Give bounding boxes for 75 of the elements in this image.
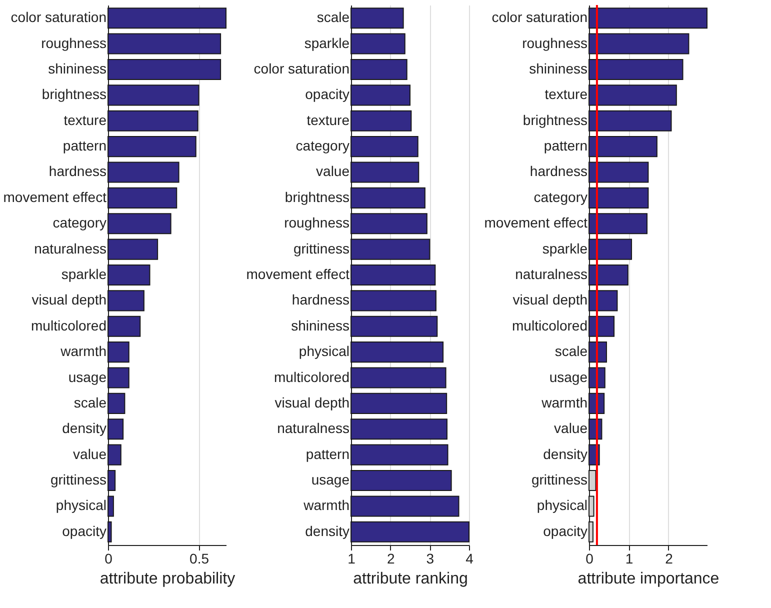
y-tick-label: sparkle xyxy=(304,34,350,51)
y-tick-label: pattern xyxy=(544,138,588,154)
y-tick-label: texture xyxy=(544,86,588,102)
y-tick-label: visual depth xyxy=(32,292,106,308)
y-tick-label: roughness xyxy=(522,34,588,51)
y-tick-label: category xyxy=(534,188,588,205)
y-tick-label: grittiness xyxy=(50,472,106,488)
y-tick-label: scale xyxy=(554,343,588,360)
y-tick-label: color saturation xyxy=(10,9,106,26)
x-tick-label: 1 xyxy=(348,550,356,566)
y-tick-label: physical xyxy=(298,343,350,360)
y-tick-label: shininess xyxy=(291,317,350,334)
y-tick-label: value xyxy=(73,446,107,462)
y-tick-label: pattern xyxy=(62,138,106,154)
y-tick-label: physical xyxy=(536,497,588,514)
y-tick-label: sparkle xyxy=(542,240,588,256)
y-tick-label: scale xyxy=(74,394,107,410)
y-tick-label: usage xyxy=(68,368,107,385)
y-tick-label: density xyxy=(62,420,106,436)
y-tick-label: hardness xyxy=(48,163,106,180)
y-tick-label: movement effect xyxy=(246,266,350,282)
x-tick-label: 2 xyxy=(386,550,395,566)
y-tick-label: naturalness xyxy=(277,420,350,436)
x-axis-title: attribute ranking xyxy=(353,570,468,588)
y-tick-label: multicolored xyxy=(512,317,588,334)
y-tick-label: multicolored xyxy=(31,317,106,334)
x-tick-label: 2 xyxy=(665,550,674,566)
x-tick-label: 0.5 xyxy=(190,550,210,566)
y-tick-label: category xyxy=(52,214,106,231)
y-tick-label: texture xyxy=(306,112,350,128)
x-axis-title: attribute probability xyxy=(100,570,236,588)
y-tick-label: naturalness xyxy=(515,266,588,282)
x-axis-title: attribute importance xyxy=(578,570,720,588)
y-tick-label: visual depth xyxy=(274,394,350,410)
y-tick-label: texture xyxy=(64,112,107,128)
y-tick-label: color saturation xyxy=(254,60,350,76)
y-tick-label: density xyxy=(543,446,588,462)
y-tick-label: grittiness xyxy=(293,240,350,256)
y-tick-label: brightness xyxy=(522,112,588,128)
y-tick-label: movement effect xyxy=(484,214,588,231)
x-tick-label: 0 xyxy=(104,550,113,566)
y-tick-label: usage xyxy=(549,368,588,385)
y-tick-label: opacity xyxy=(543,522,588,539)
x-tick-label: 1 xyxy=(625,550,634,566)
y-tick-label: hardness xyxy=(530,163,588,180)
y-tick-label: warmth xyxy=(540,394,588,410)
y-tick-label: scale xyxy=(316,9,350,26)
y-tick-label: grittiness xyxy=(531,472,588,488)
y-tick-label: pattern xyxy=(306,446,350,462)
x-tick-label: 4 xyxy=(466,550,474,566)
y-tick-label: opacity xyxy=(62,522,106,539)
y-tick-label: physical xyxy=(56,497,106,514)
x-tick-label: 0 xyxy=(586,550,594,566)
y-tick-label: multicolored xyxy=(274,368,350,385)
y-tick-label: density xyxy=(305,522,350,539)
y-tick-label: roughness xyxy=(284,214,350,231)
y-tick-label: value xyxy=(554,420,588,436)
y-tick-label: movement effect xyxy=(3,188,107,205)
y-tick-label: opacity xyxy=(305,86,350,102)
y-tick-label: brightness xyxy=(42,86,106,102)
x-tick-label: 3 xyxy=(426,550,434,566)
y-tick-label: hardness xyxy=(292,292,350,308)
y-tick-label: warmth xyxy=(60,343,106,360)
y-tick-label: visual depth xyxy=(512,292,588,308)
y-tick-label: sparkle xyxy=(61,266,107,282)
y-tick-label: usage xyxy=(311,472,350,488)
y-tick-label: warmth xyxy=(302,497,350,514)
y-tick-label: shininess xyxy=(48,60,106,76)
y-tick-label: roughness xyxy=(41,34,106,51)
y-tick-label: naturalness xyxy=(34,240,106,256)
y-tick-label: color saturation xyxy=(492,9,588,26)
y-tick-label: shininess xyxy=(529,60,588,76)
y-tick-label: value xyxy=(316,163,350,180)
y-tick-label: category xyxy=(296,138,350,154)
y-tick-label: brightness xyxy=(284,188,350,205)
